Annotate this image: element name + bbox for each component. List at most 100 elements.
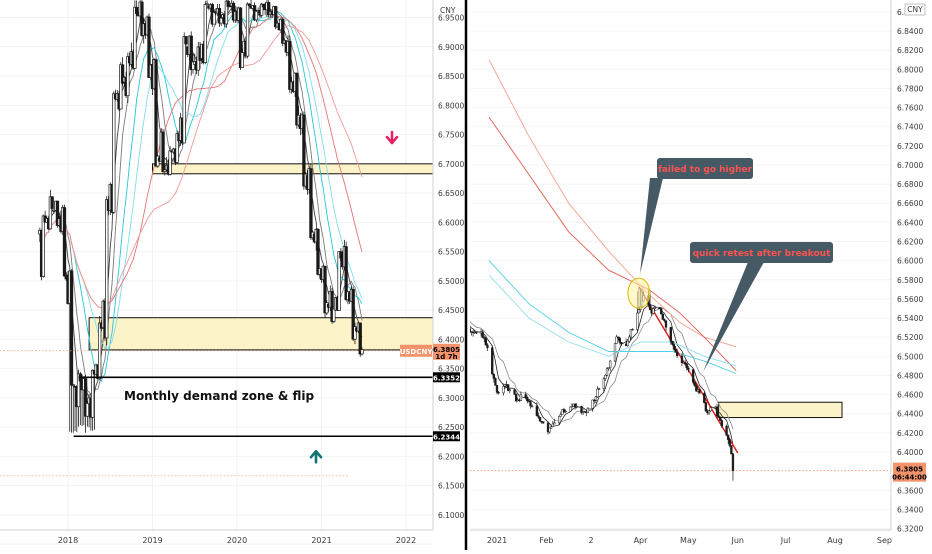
candle-body [707,410,711,414]
price-tick-label: 6.4400 [897,410,923,419]
candle-body [353,326,357,340]
candle-body [486,344,489,349]
candle-body [626,340,629,346]
candle-body [591,399,594,409]
candle-body [212,12,216,25]
candle-body [703,393,706,403]
candle-body [332,308,336,322]
candle-body [676,351,679,357]
left-price-axis: 6.1000 6.1500 6.2000 6.2500 6.3000 6.3500 6.40… [400,0,464,530]
candle-body [112,93,116,213]
candle-body [730,445,733,455]
candle-body [507,384,510,391]
candle-body [631,329,634,331]
price-tick-label: 6.8000 [438,101,464,110]
price-tick-label: 6.6600 [897,199,923,208]
price-tag-current [433,343,460,360]
price-tick-label: 6.8200 [897,46,923,55]
candle-body [542,421,545,424]
candle-body [530,405,534,408]
candle-body [147,16,151,78]
candle-body [725,425,728,436]
time-tick-label: Jul [780,536,791,545]
price-tick-label: 6.7600 [897,104,923,113]
price-tick-label: 6.3400 [897,505,923,514]
candle-body [83,378,88,417]
candle-body [508,389,511,391]
candle-body [551,423,554,427]
right-annotations: failed to go higher quick retest after br… [627,158,833,372]
time-tick-label: 2018 [58,536,78,545]
candle-body [163,169,167,172]
left-zones [88,163,433,351]
arrow-up-icon [309,449,323,464]
candle-body [605,368,609,376]
time-tick-label: 2020 [227,536,247,545]
candle-body [569,406,572,412]
price-tick-label: 6.3000 [438,394,464,403]
candle-body [184,36,188,45]
candle-body [573,403,577,408]
candle-body [295,72,299,126]
candle-body [550,426,553,429]
candle-body [663,319,666,321]
candle-body [191,61,195,70]
candle-body [475,331,478,334]
candle-body [661,313,664,320]
candle-body [720,420,723,427]
candle-body [580,405,583,414]
price-tick-label: 6.6000 [438,218,464,227]
candle-body [161,131,165,172]
price-tick-label: 6.6800 [897,180,923,189]
candle-body [175,133,179,163]
price-tick-label: 6.3500 [438,365,464,374]
candle-body [140,1,144,36]
price-tick-label: 6.5800 [897,276,923,285]
candle-body [658,307,661,309]
candle-body [351,289,355,340]
candle-body [69,270,74,386]
callout-text-2: quick retest after breakout [693,249,831,259]
price-tag-support-1 [433,431,460,442]
candle-body [674,348,677,353]
monthly-demand-zone-label: Monthly demand zone & flip [124,389,315,403]
candle-body [470,328,472,332]
candle-body [226,0,230,7]
candle-body [133,6,137,69]
candle-body [302,114,306,187]
price-tick-label: 6.5500 [438,248,464,257]
arrow-down-icon [385,130,399,145]
price-tick-label: 6.4200 [897,429,923,438]
price-tick-label: 6.6500 [438,189,464,198]
price-tick-label: 6.4000 [897,448,923,457]
time-tick-label: Feb [539,536,553,545]
candle-body [274,6,278,28]
candle-body [669,327,672,342]
price-tick-label: 6.4500 [438,306,464,315]
price-tick-label: 6.5200 [897,333,923,342]
retest-zone [718,401,843,419]
candle-body [629,329,633,338]
time-tick-label: 2019 [142,536,162,545]
right-price-axis: 6.32006.34006.36006.38006.40006.42006.44… [890,0,927,534]
candle-body [615,336,618,344]
candle-body [719,417,722,421]
candle-body [240,52,244,68]
candle-body [597,388,601,390]
price-tick-label: 6.7500 [438,131,464,140]
candle-body [687,367,690,370]
candle-body [281,19,285,44]
price-tick-label: 6.6000 [897,257,923,266]
failed-high-highlight [627,277,651,309]
candle-body [288,40,292,90]
callout-box-2 [690,242,833,263]
price-tick-label: 6.8400 [897,27,923,36]
candle-body [653,307,656,309]
price-tick-label: 6.8000 [897,65,923,74]
price-tick-label: 6.3600 [897,486,923,495]
candle-body [664,320,668,328]
candle-body [182,36,186,144]
right-grid [470,11,891,530]
callout-pointer-1 [640,178,663,274]
